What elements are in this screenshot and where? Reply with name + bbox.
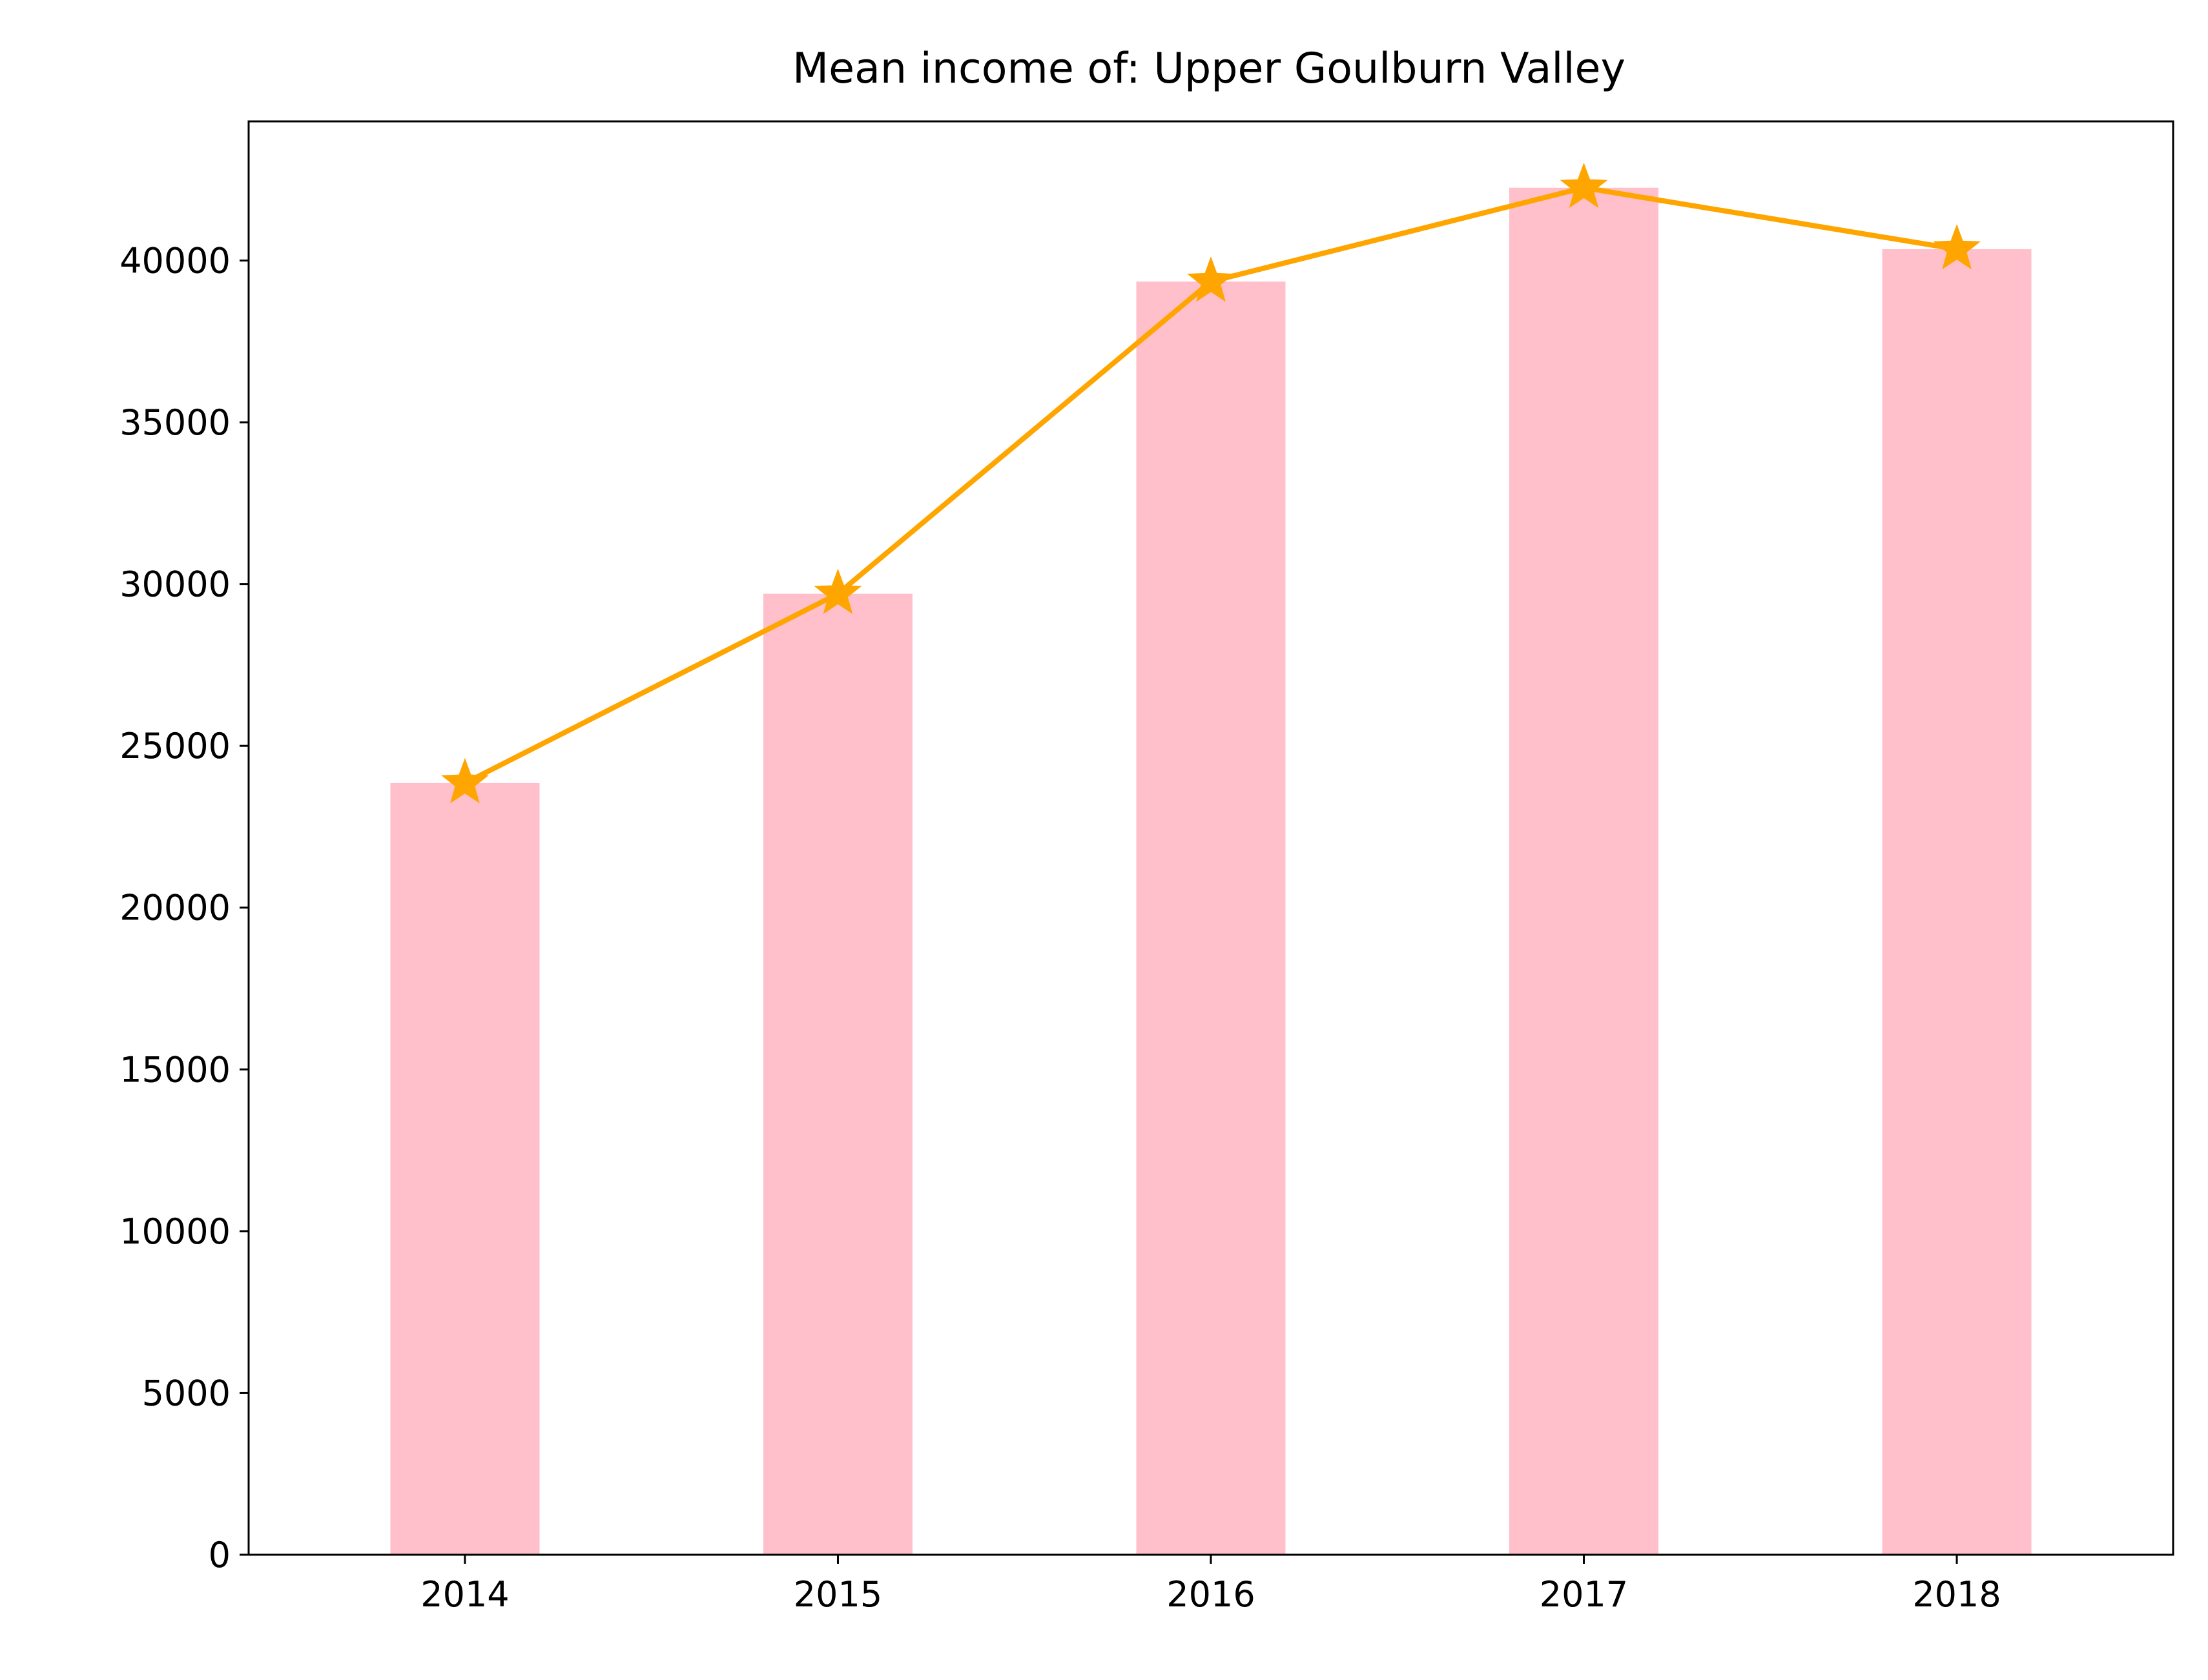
- y-axis: 0 5000 10000 15000 20000 25000 30000 35000 40000: [119, 240, 249, 1575]
- x-axis: 2014 2015 2016 2017 2018: [420, 1555, 2001, 1615]
- x-tick-label-2017: 2017: [1540, 1574, 1628, 1615]
- bar-2017: [1509, 187, 1659, 1555]
- x-tick-label-2014: 2014: [420, 1574, 509, 1615]
- bar-2018: [1882, 249, 2032, 1555]
- bar-2015: [763, 593, 913, 1555]
- y-tick-label: 35000: [119, 402, 231, 443]
- point-2017: [1560, 162, 1608, 209]
- bar-2014: [390, 783, 540, 1555]
- y-tick-label: 0: [209, 1535, 231, 1575]
- y-tick-label: 40000: [119, 240, 231, 281]
- x-tick-label-2015: 2015: [794, 1574, 882, 1615]
- chart-title: Mean income of: Upper Goulburn Valley: [792, 45, 1625, 93]
- point-2015: [814, 568, 862, 615]
- y-tick-label: 15000: [119, 1049, 231, 1090]
- x-tick-label-2018: 2018: [1912, 1574, 2001, 1615]
- x-tick-label-2016: 2016: [1166, 1574, 1255, 1615]
- point-2018: [1933, 224, 1981, 270]
- y-tick-label: 5000: [142, 1373, 231, 1413]
- bar-2016: [1136, 282, 1286, 1555]
- plot-frame: [247, 120, 2174, 1556]
- bars-layer: [390, 187, 2032, 1555]
- y-tick-label: 10000: [119, 1211, 231, 1252]
- line-layer: [440, 162, 1981, 804]
- y-tick-label: 25000: [119, 726, 231, 766]
- y-tick-label: 20000: [119, 888, 231, 928]
- y-tick-label: 30000: [119, 564, 231, 605]
- point-2014: [440, 757, 489, 804]
- point-2016: [1187, 256, 1235, 302]
